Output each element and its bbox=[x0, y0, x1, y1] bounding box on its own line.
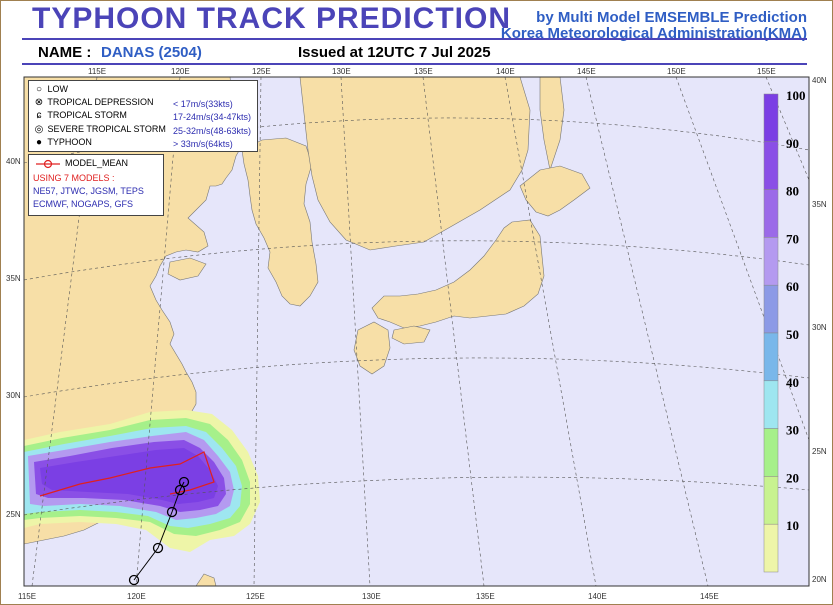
typhoon-name: DANAS (2504) bbox=[101, 44, 202, 61]
colorbar-segment bbox=[763, 237, 779, 286]
legend-wind-speed: 25-32m/s(48-63kts) bbox=[173, 125, 252, 136]
top-longitude-label: 155E bbox=[757, 67, 776, 76]
top-longitude-label: 145E bbox=[577, 67, 596, 76]
bottom-longitude-label: 115E bbox=[18, 592, 37, 601]
name-label: NAME : bbox=[38, 44, 92, 61]
issued-time: Issued at 12UTC 7 Jul 2025 bbox=[298, 44, 491, 61]
severe-tropical-storm-icon: ◎ bbox=[34, 123, 44, 135]
title-rule bbox=[22, 38, 807, 40]
bottom-longitude-label: 140E bbox=[588, 592, 607, 601]
right-latitude-label: 40N bbox=[812, 76, 827, 85]
legend-category-name: TYPHOON bbox=[45, 136, 92, 147]
mean-track-line bbox=[39, 451, 215, 497]
legend-row: ⊗ TROPICAL DEPRESSION < 17m/s(33kts) bbox=[33, 96, 253, 109]
luzon-land bbox=[195, 573, 217, 586]
sakhalin-land bbox=[539, 77, 565, 172]
top-longitude-label: 140E bbox=[496, 67, 515, 76]
colorbar: 100 90 80 70 60 50 40 30 20 10 bbox=[763, 88, 806, 573]
header-rule bbox=[22, 63, 807, 65]
map-border bbox=[23, 76, 810, 587]
page-title: TYPHOON TRACK PREDICTION bbox=[32, 2, 512, 35]
forecast-track-line bbox=[133, 481, 185, 581]
colorbar-segment bbox=[763, 380, 779, 429]
model-mean-label: MODEL_MEAN bbox=[65, 158, 129, 168]
intensity-legend: ○ LOW ⊗ TROPICAL DEPRESSION < 17m/s(33kts)… bbox=[28, 80, 258, 152]
top-longitude-label: 115E bbox=[88, 67, 107, 76]
left-latitude-label: 30N bbox=[6, 391, 21, 400]
shikoku-land bbox=[391, 325, 431, 345]
legend-category-name: LOW bbox=[45, 84, 69, 94]
forecast-positions bbox=[128, 476, 190, 586]
bottom-longitude-label: 120E bbox=[127, 592, 146, 601]
byline-agency: Korea Meteorological Administration(KMA) bbox=[500, 25, 807, 42]
forecast-position-marker bbox=[166, 506, 178, 518]
colorbar-segment bbox=[763, 523, 779, 573]
colorbar-label: 90 bbox=[786, 136, 799, 151]
legend-row: ● TYPHOON > 33m/s(64kts) bbox=[33, 136, 253, 149]
colorbar-segment bbox=[763, 428, 779, 477]
right-latitude-label: 30N bbox=[812, 323, 827, 332]
model-mean-entry: MODEL_MEAN bbox=[35, 158, 128, 170]
bottom-longitude-label: 145E bbox=[700, 592, 719, 601]
forecast-position-marker bbox=[178, 476, 190, 488]
colorbar-label: 10 bbox=[786, 518, 799, 533]
models-using: USING 7 MODELS : bbox=[33, 173, 115, 183]
colorbar-segment bbox=[763, 141, 779, 190]
models-list-1: NE57, JTWC, JGSM, TEPS bbox=[33, 186, 144, 196]
colorbar-segment bbox=[763, 189, 779, 238]
model-mean-icon bbox=[36, 159, 60, 169]
legend-wind-speed: 17-24m/s(34-47kts) bbox=[173, 112, 252, 123]
colorbar-segment bbox=[763, 332, 779, 382]
left-latitude-label: 35N bbox=[6, 274, 21, 283]
kyushu-land bbox=[353, 321, 391, 375]
legend-wind-speed: < 17m/s(33kts) bbox=[173, 99, 233, 110]
colorbar-segment bbox=[763, 284, 779, 334]
model-legend: MODEL_MEAN USING 7 MODELS : NE57, JTWC, … bbox=[28, 154, 164, 216]
colorbar-label: 30 bbox=[786, 423, 799, 438]
top-longitude-label: 150E bbox=[667, 67, 686, 76]
colorbar-segment bbox=[763, 476, 779, 525]
byline-model: by Multi Model EMSEMBLE Prediction bbox=[536, 9, 807, 26]
top-longitude-label: 120E bbox=[171, 67, 190, 76]
models-list-2: ECMWF, NOGAPS, GFS bbox=[33, 199, 134, 209]
legend-category-name: SEVERE TROPICAL STORM bbox=[45, 123, 166, 134]
forecast-position-marker bbox=[152, 542, 164, 554]
top-longitude-label: 130E bbox=[332, 67, 351, 76]
legend-row: ◎ SEVERE TROPICAL STORM 25-32m/s(48-63kts… bbox=[33, 123, 253, 136]
colorbar-label: 80 bbox=[786, 184, 799, 199]
bottom-longitude-label: 125E bbox=[246, 592, 265, 601]
left-latitude-label: 25N bbox=[6, 510, 21, 519]
legend-row: ɕ TROPICAL STORM 17-24m/s(34-47kts) bbox=[33, 109, 253, 122]
colorbar-label: 50 bbox=[786, 327, 799, 342]
low-icon: ○ bbox=[35, 84, 43, 95]
colorbar-segment bbox=[763, 93, 779, 143]
tropical-storm-icon: ɕ bbox=[36, 110, 42, 122]
forecast-position-marker bbox=[128, 574, 140, 586]
tropical-depression-icon: ⊗ bbox=[34, 97, 44, 109]
legend-row: ○ LOW bbox=[33, 83, 253, 96]
colorbar-label: 60 bbox=[786, 279, 799, 294]
top-longitude-label: 135E bbox=[414, 67, 433, 76]
shandong-peninsula bbox=[167, 257, 207, 281]
legend-wind-speed: > 33m/s(64kts) bbox=[173, 138, 233, 149]
right-latitude-label: 20N bbox=[812, 575, 827, 584]
right-latitude-label: 35N bbox=[812, 200, 827, 209]
top-longitude-label: 125E bbox=[252, 67, 271, 76]
hokkaido-land bbox=[519, 165, 591, 217]
colorbar-label: 100 bbox=[786, 88, 806, 103]
bottom-longitude-label: 130E bbox=[362, 592, 381, 601]
legend-category-name: TROPICAL DEPRESSION bbox=[45, 97, 154, 108]
left-latitude-label: 40N bbox=[6, 157, 21, 166]
forecast-position-marker bbox=[174, 484, 186, 496]
right-latitude-label: 25N bbox=[812, 447, 827, 456]
colorbar-label: 20 bbox=[786, 470, 799, 485]
bottom-longitude-label: 135E bbox=[476, 592, 495, 601]
legend-category-name: TROPICAL STORM bbox=[45, 110, 127, 121]
colorbar-label: 70 bbox=[786, 231, 799, 246]
colorbar-label: 40 bbox=[786, 375, 799, 390]
typhoon-icon: ● bbox=[35, 136, 43, 148]
byline: by Multi Model EMSEMBLE Prediction Korea… bbox=[501, 10, 807, 42]
